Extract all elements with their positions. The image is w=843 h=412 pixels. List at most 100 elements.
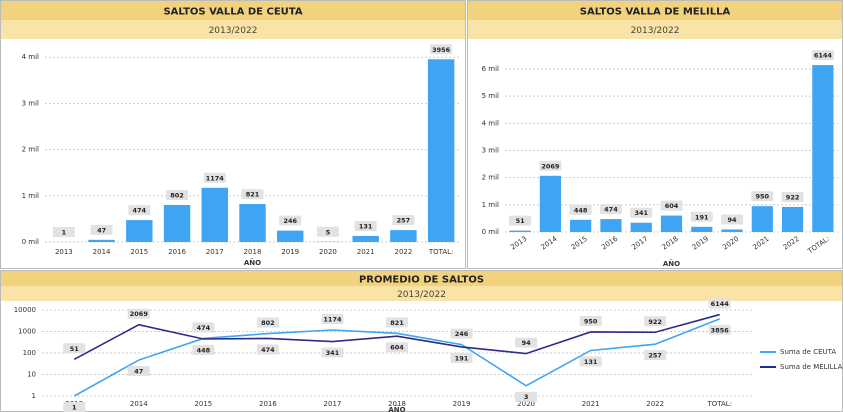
data-label: 341 <box>634 209 648 217</box>
label-bg <box>392 215 415 226</box>
chart-subtitle: 2013/2022 <box>397 290 446 300</box>
data-label: 474 <box>197 324 211 332</box>
y-tick-label: 2 mil <box>482 174 499 182</box>
y-tick-label: 1 mil <box>22 192 39 200</box>
data-label: 2069 <box>130 310 149 318</box>
subheader <box>1 20 465 39</box>
data-label: 950 <box>756 193 770 201</box>
y-tick-label: 10 <box>27 371 36 379</box>
label-bg <box>128 205 151 216</box>
x-tick-label: 2017 <box>324 400 342 408</box>
y-tick-label: 4 mil <box>22 53 39 61</box>
data-label: 821 <box>390 319 404 327</box>
x-axis-label: AÑO <box>663 259 680 268</box>
label-bg <box>63 343 86 354</box>
label-bg <box>127 308 150 319</box>
x-tick-label: TOTAL: <box>706 400 732 408</box>
data-label: 474 <box>604 206 618 214</box>
label-bg <box>203 172 226 183</box>
y-tick-label: 1 <box>32 392 36 400</box>
data-label: 1174 <box>206 174 225 182</box>
label-bg <box>690 211 713 222</box>
label-bg <box>430 44 453 55</box>
legend-label: Suma de CEUTA <box>780 348 836 356</box>
bar <box>390 230 417 242</box>
y-tick-label: 6 mil <box>482 65 499 73</box>
data-label: 131 <box>584 358 598 366</box>
label-bg <box>256 317 279 328</box>
label-bg <box>509 215 532 226</box>
data-label: 5 <box>326 228 331 236</box>
label-bg <box>811 50 834 61</box>
label-bg <box>192 344 215 355</box>
data-label: 51 <box>70 345 80 353</box>
data-label: 604 <box>665 202 679 210</box>
label-bg <box>321 314 344 325</box>
data-label: 448 <box>197 346 211 354</box>
data-label: 922 <box>786 193 800 201</box>
x-tick-label: 2018 <box>244 248 262 256</box>
chart-title: SALTOS VALLA DE CEUTA <box>163 7 302 18</box>
bar <box>427 59 455 242</box>
x-tick-label: TOTAL: <box>428 248 454 256</box>
x-tick-label: 2022 <box>646 400 664 408</box>
legend-label: Suma de MELILLA <box>780 363 843 371</box>
data-label: 950 <box>584 317 598 325</box>
data-label: 94 <box>728 216 738 224</box>
panel <box>0 0 466 269</box>
label-bg <box>316 226 339 237</box>
line <box>73 318 721 397</box>
data-label: 1 <box>62 228 67 236</box>
bar <box>277 230 304 242</box>
y-tick-label: 100 <box>23 349 36 357</box>
label-bg <box>539 160 562 171</box>
label-bg <box>354 220 377 231</box>
chart-title: SALTOS VALLA DE MELILLA <box>580 7 731 18</box>
data-label: 448 <box>574 206 588 214</box>
bar <box>509 230 531 232</box>
bar <box>812 65 834 232</box>
bar <box>163 204 191 242</box>
y-tick-label: 5 mil <box>482 92 499 100</box>
data-label: 474 <box>133 207 147 215</box>
x-axis-label: AÑO <box>244 258 261 267</box>
label-bg <box>579 315 602 326</box>
x-tick-label: 2021 <box>582 400 600 408</box>
x-tick-label: 2014 <box>93 248 111 256</box>
label-bg <box>166 189 189 200</box>
bar <box>126 220 153 242</box>
label-bg <box>52 226 75 237</box>
x-tick-label: 2019 <box>281 248 299 256</box>
label-bg <box>660 200 683 211</box>
header <box>468 1 842 20</box>
data-label: 1174 <box>323 316 342 324</box>
data-label: 922 <box>648 318 662 326</box>
bar <box>600 219 622 232</box>
data-label: 191 <box>455 354 469 362</box>
label-bg <box>708 324 731 335</box>
data-label: 802 <box>170 191 184 199</box>
x-tick-label: 2016 <box>168 248 186 256</box>
x-tick-label: 2019 <box>453 400 471 408</box>
label-bg <box>515 337 538 348</box>
label-bg <box>630 207 653 218</box>
header <box>1 1 465 20</box>
bar <box>691 226 713 232</box>
data-label: 474 <box>261 346 275 354</box>
label-bg <box>579 356 602 367</box>
label-bg <box>63 402 86 412</box>
bar <box>630 222 652 232</box>
y-tick-label: 1000 <box>18 328 36 336</box>
label-bg <box>321 347 344 358</box>
data-label: 604 <box>390 344 404 352</box>
label-bg <box>90 224 113 235</box>
x-tick-label: 2015 <box>194 400 212 408</box>
y-tick-label: 1 mil <box>482 201 499 209</box>
subheader <box>1 286 842 301</box>
x-tick-label: 2020 <box>517 400 535 408</box>
x-tick-label: 2013 <box>55 248 73 256</box>
bar <box>352 235 379 242</box>
data-label: 47 <box>97 226 106 234</box>
data-label: 3956 <box>432 46 451 54</box>
data-label: 3856 <box>711 326 730 334</box>
